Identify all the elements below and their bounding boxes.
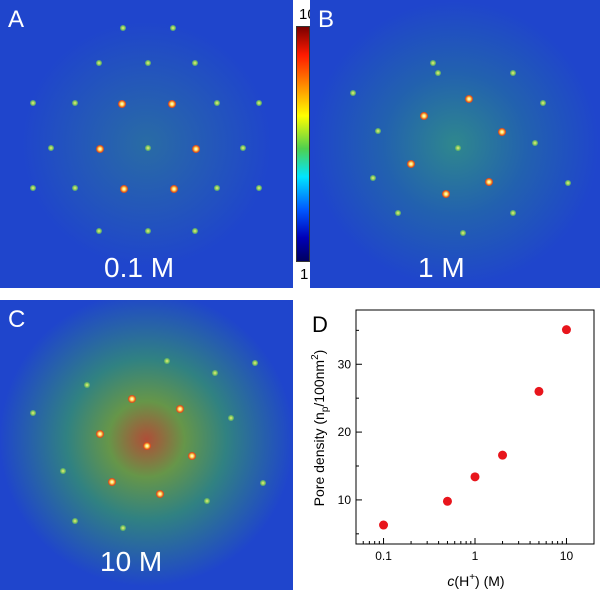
diffraction-spot bbox=[532, 140, 538, 146]
diffraction-spot bbox=[72, 100, 78, 106]
diffraction-spot bbox=[510, 70, 516, 76]
diffraction-spot bbox=[442, 190, 450, 198]
diffraction-spot bbox=[435, 70, 441, 76]
data-point bbox=[442, 496, 452, 506]
diffraction-spot bbox=[145, 145, 151, 151]
diffraction-spot bbox=[96, 60, 102, 66]
panel-letter-c: C bbox=[8, 306, 26, 333]
colorbar bbox=[296, 26, 310, 262]
diffraction-spot bbox=[540, 100, 546, 106]
diffraction-spot bbox=[510, 210, 516, 216]
data-point bbox=[534, 386, 544, 396]
diffraction-spot bbox=[30, 410, 36, 416]
diffraction-spot bbox=[168, 100, 176, 108]
diffraction-spot bbox=[485, 178, 493, 186]
diffraction-spot bbox=[120, 525, 126, 531]
diffraction-spot bbox=[212, 370, 218, 376]
diffraction-spot bbox=[96, 228, 102, 234]
diffraction-spot bbox=[145, 228, 151, 234]
data-point bbox=[561, 325, 571, 335]
diffraction-spot bbox=[240, 145, 246, 151]
diffraction-spot bbox=[260, 480, 266, 486]
diffraction-spot bbox=[170, 25, 176, 31]
diffraction-spot bbox=[120, 25, 126, 31]
diffraction-spot bbox=[420, 112, 428, 120]
diffraction-spot bbox=[143, 442, 151, 450]
panel-letter-d: D bbox=[312, 312, 328, 337]
y-tick-label: 30 bbox=[338, 357, 352, 371]
diffraction-spot bbox=[395, 210, 401, 216]
diffraction-spot bbox=[188, 452, 196, 460]
data-point bbox=[498, 450, 508, 460]
diffraction-spot bbox=[375, 128, 381, 134]
x-tick-label: 10 bbox=[560, 549, 574, 563]
diffraction-spot bbox=[60, 468, 66, 474]
diffraction-spot bbox=[120, 185, 128, 193]
x-tick-label: 0.1 bbox=[375, 549, 392, 563]
x-tick-label: 1 bbox=[472, 549, 479, 563]
fft-panel-c: C 10 M bbox=[0, 300, 293, 590]
diffraction-spot bbox=[252, 360, 258, 366]
diffraction-spot bbox=[192, 228, 198, 234]
diffraction-spot bbox=[96, 430, 104, 438]
diffraction-spot bbox=[192, 60, 198, 66]
diffraction-spot bbox=[72, 518, 78, 524]
diffraction-spot bbox=[192, 145, 200, 153]
y-axis-title: Pore density (np/100nm2) bbox=[310, 350, 331, 507]
diffraction-spot bbox=[96, 145, 104, 153]
diffraction-spot bbox=[72, 185, 78, 191]
diffraction-spot bbox=[118, 100, 126, 108]
svg-text:c(H+) (M): c(H+) (M) bbox=[447, 572, 504, 589]
colorbar-min-label: 1 bbox=[300, 266, 309, 283]
diffraction-spot bbox=[156, 490, 164, 498]
diffraction-spot bbox=[128, 395, 136, 403]
fft-panel-b: B 1 M bbox=[310, 0, 600, 288]
diffraction-spot bbox=[145, 60, 151, 66]
diffraction-spot bbox=[170, 185, 178, 193]
data-point bbox=[470, 472, 480, 482]
concentration-label-b: 1 M bbox=[418, 252, 465, 283]
diffraction-spot bbox=[228, 415, 234, 421]
diffraction-spot bbox=[84, 382, 90, 388]
concentration-label-a: 0.1 M bbox=[104, 252, 175, 283]
diffraction-spot bbox=[350, 90, 356, 96]
diffraction-spot bbox=[430, 60, 436, 66]
diffraction-spot bbox=[256, 185, 262, 191]
x-axis-title: c(H+) (M) bbox=[447, 572, 504, 589]
diffraction-spot bbox=[108, 478, 116, 486]
diffraction-spot bbox=[204, 498, 210, 504]
data-point bbox=[379, 520, 389, 530]
panel-letter-a: A bbox=[8, 6, 25, 33]
diffraction-spot bbox=[256, 100, 262, 106]
diffraction-spot bbox=[455, 145, 461, 151]
diffraction-spot bbox=[465, 95, 473, 103]
diffraction-spot bbox=[565, 180, 571, 186]
diffraction-spot bbox=[30, 185, 36, 191]
plot-frame bbox=[355, 309, 595, 545]
pore-density-chart: D Pore density (np/100nm2) c(H+) (M) 0.1… bbox=[310, 309, 595, 589]
diffraction-spot bbox=[460, 230, 466, 236]
panel-letter-b: B bbox=[318, 6, 335, 33]
points-layer bbox=[379, 325, 571, 530]
svg-text:Pore density (np/100nm2): Pore density (np/100nm2) bbox=[310, 350, 331, 507]
diffraction-spot bbox=[176, 405, 184, 413]
diffraction-spot bbox=[214, 100, 220, 106]
diffraction-spot bbox=[164, 358, 170, 364]
y-tick-label: 10 bbox=[338, 493, 352, 507]
ticks-layer: 0.1 1 10 10 20 30 bbox=[338, 329, 574, 563]
fft-panel-a: A 0.1 M bbox=[0, 0, 293, 288]
diffraction-spot bbox=[370, 175, 376, 181]
diffraction-spot bbox=[214, 185, 220, 191]
diffraction-spot bbox=[30, 100, 36, 106]
diffraction-spot bbox=[498, 128, 506, 136]
y-tick-label: 20 bbox=[338, 425, 352, 439]
diffraction-spot bbox=[48, 145, 54, 151]
concentration-label-c: 10 M bbox=[100, 546, 163, 577]
diffraction-spot bbox=[407, 160, 415, 168]
